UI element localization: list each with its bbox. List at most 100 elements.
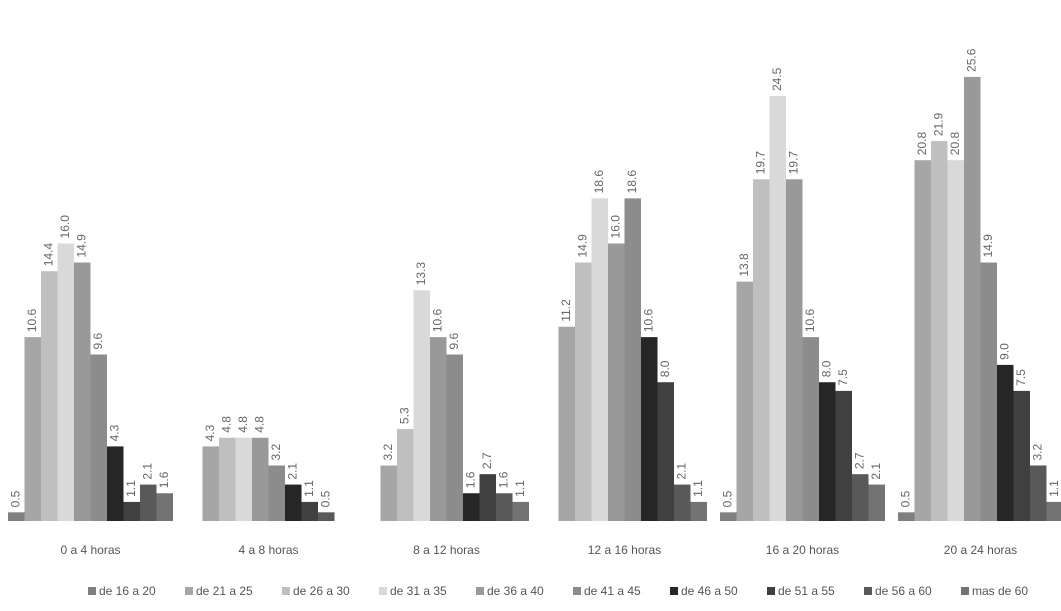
value-label: 24.5 bbox=[770, 67, 784, 91]
bar bbox=[512, 501, 529, 521]
bar bbox=[558, 326, 575, 521]
legend-swatch bbox=[670, 587, 678, 595]
value-label: 1.6 bbox=[463, 471, 477, 488]
bar bbox=[1030, 465, 1047, 521]
bar bbox=[575, 262, 592, 521]
value-label: 2.1 bbox=[140, 463, 154, 480]
value-label: 2.7 bbox=[480, 452, 494, 469]
legend-label: de 26 a 30 bbox=[293, 584, 350, 598]
value-label: 4.8 bbox=[219, 416, 233, 433]
legend-label: de 46 a 50 bbox=[681, 584, 738, 598]
x-tick-label: 20 a 24 horas bbox=[944, 543, 1017, 557]
value-label: 11.2 bbox=[559, 299, 573, 322]
bar bbox=[24, 337, 41, 521]
bar bbox=[41, 271, 58, 521]
value-label: 14.9 bbox=[575, 234, 589, 258]
value-label: 0.5 bbox=[318, 490, 332, 507]
legend-label: mas de 60 bbox=[972, 584, 1028, 598]
value-label: 9.6 bbox=[447, 332, 461, 349]
value-label: 1.1 bbox=[1047, 480, 1061, 497]
value-label: 7.5 bbox=[836, 369, 850, 386]
x-tick-label: 8 a 12 horas bbox=[413, 543, 480, 557]
x-tick-label: 16 a 20 horas bbox=[766, 543, 839, 557]
bar bbox=[219, 437, 236, 521]
bar bbox=[947, 160, 964, 521]
bar bbox=[868, 484, 885, 521]
value-label: 14.9 bbox=[74, 234, 88, 258]
bar bbox=[657, 382, 674, 521]
bar bbox=[413, 290, 430, 521]
value-label: 8.0 bbox=[658, 360, 672, 377]
bar bbox=[90, 354, 107, 521]
bar bbox=[430, 337, 447, 521]
value-label: 20.8 bbox=[948, 132, 962, 156]
value-label: 10.6 bbox=[25, 308, 39, 332]
bar bbox=[835, 390, 852, 521]
bar bbox=[819, 382, 836, 521]
bar bbox=[496, 493, 513, 521]
value-label: 10.6 bbox=[430, 308, 444, 332]
value-label: 0.5 bbox=[898, 490, 912, 507]
value-label: 16.0 bbox=[58, 215, 72, 239]
legend-swatch bbox=[573, 587, 581, 595]
value-label: 13.3 bbox=[414, 262, 428, 286]
value-label: 0.5 bbox=[8, 490, 22, 507]
legend-label: de 41 a 45 bbox=[584, 584, 641, 598]
bar bbox=[8, 512, 25, 521]
value-label: 10.6 bbox=[803, 308, 817, 332]
value-label: 1.1 bbox=[691, 480, 705, 497]
value-label: 14.4 bbox=[41, 243, 55, 267]
bar bbox=[397, 429, 414, 521]
value-label: 1.1 bbox=[513, 480, 527, 497]
bar bbox=[769, 96, 786, 522]
bar bbox=[479, 474, 496, 521]
legend-swatch bbox=[379, 587, 387, 595]
value-label: 10.6 bbox=[641, 308, 655, 332]
bar bbox=[446, 354, 463, 521]
legend-swatch bbox=[961, 587, 969, 595]
value-label: 3.2 bbox=[381, 443, 395, 460]
bar bbox=[964, 76, 981, 521]
bar bbox=[720, 512, 737, 521]
value-label: 25.6 bbox=[964, 48, 978, 72]
bar bbox=[753, 179, 770, 521]
bar bbox=[997, 364, 1014, 521]
value-label: 4.8 bbox=[236, 416, 250, 433]
bar bbox=[74, 262, 91, 521]
value-label: 1.1 bbox=[124, 480, 138, 497]
bar bbox=[140, 484, 157, 521]
bar bbox=[914, 160, 931, 521]
bar bbox=[301, 501, 318, 521]
legend-swatch bbox=[476, 587, 484, 595]
legend-swatch bbox=[282, 587, 290, 595]
legend-label: de 31 a 35 bbox=[390, 584, 447, 598]
value-label: 19.7 bbox=[753, 151, 767, 175]
value-label: 18.6 bbox=[625, 170, 639, 194]
legend-swatch bbox=[88, 587, 96, 595]
value-label: 13.8 bbox=[737, 253, 751, 277]
bar bbox=[591, 198, 608, 521]
bar bbox=[252, 437, 269, 521]
bar bbox=[107, 446, 124, 521]
bar bbox=[736, 281, 753, 521]
value-label: 3.2 bbox=[269, 443, 283, 460]
value-label: 4.8 bbox=[252, 416, 266, 433]
bar bbox=[802, 337, 819, 521]
legend-label: de 16 a 20 bbox=[99, 584, 156, 598]
bar bbox=[608, 243, 625, 521]
bar bbox=[690, 501, 707, 521]
value-label: 3.2 bbox=[1030, 443, 1044, 460]
value-label: 19.7 bbox=[786, 151, 800, 175]
value-label: 2.7 bbox=[852, 452, 866, 469]
value-label: 7.5 bbox=[1014, 369, 1028, 386]
value-label: 2.1 bbox=[285, 463, 299, 480]
bar bbox=[202, 446, 219, 521]
bar bbox=[318, 512, 335, 521]
value-label: 1.1 bbox=[302, 480, 316, 497]
bar bbox=[57, 243, 74, 521]
value-label: 1.6 bbox=[157, 471, 171, 488]
value-label: 21.9 bbox=[931, 112, 945, 136]
value-label: 14.9 bbox=[981, 234, 995, 258]
bar bbox=[380, 465, 397, 521]
